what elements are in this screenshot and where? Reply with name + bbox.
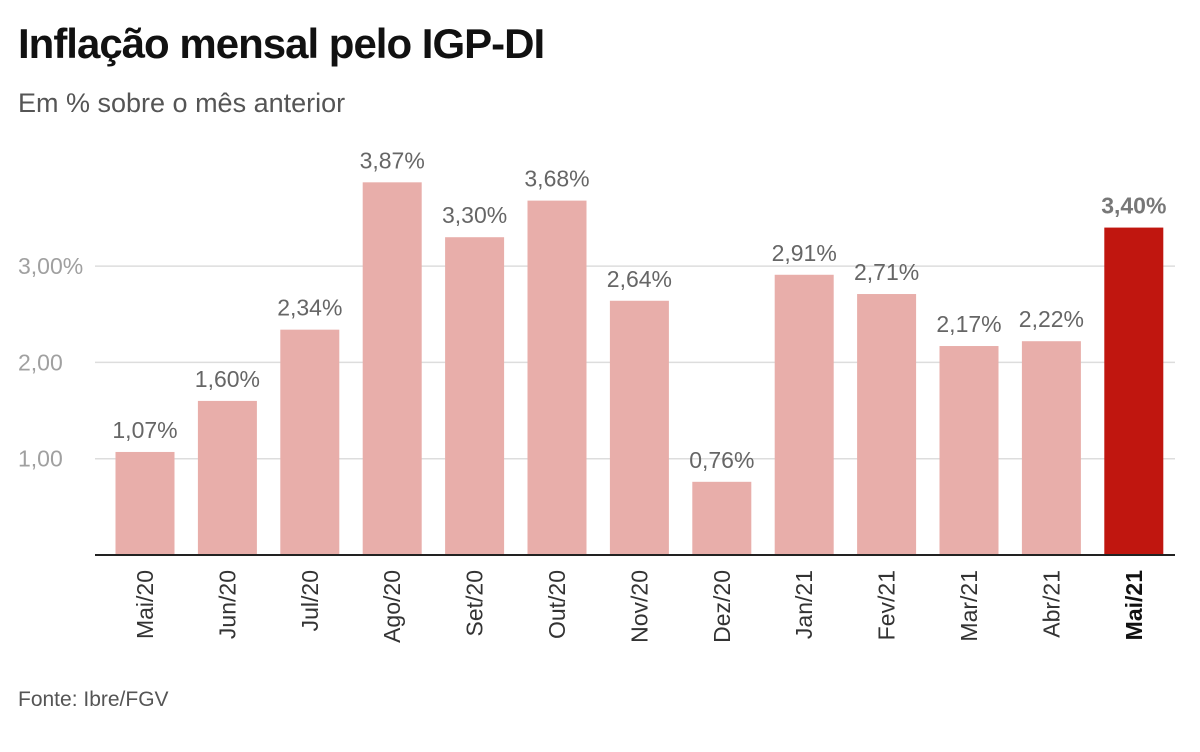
source-note: Fonte: Ibre/FGV	[18, 688, 169, 711]
data-label: 1,60%	[195, 366, 260, 392]
x-tick-label: Dez/20	[709, 570, 735, 643]
bar	[1104, 227, 1164, 555]
bar	[692, 481, 752, 555]
data-label: 2,71%	[854, 259, 919, 285]
bar	[362, 182, 422, 555]
bar	[445, 237, 505, 555]
x-tick-label: Mai/20	[132, 570, 158, 639]
x-tick-label: Mai/21	[1121, 570, 1147, 641]
data-label: 3,30%	[442, 202, 507, 228]
x-tick-label: Mar/21	[956, 570, 982, 642]
bar	[774, 274, 834, 555]
x-tick-label: Abr/21	[1038, 570, 1064, 638]
bar	[197, 400, 257, 555]
x-tick-label: Nov/20	[626, 570, 652, 643]
y-tick-label: 2,00	[18, 349, 63, 375]
chart-subtitle: Em % sobre o mês anterior	[18, 88, 346, 118]
bar	[527, 200, 587, 555]
bar	[115, 451, 175, 555]
x-tick-label: Jul/20	[297, 570, 323, 631]
data-label: 2,17%	[936, 311, 1001, 337]
data-label: 2,22%	[1019, 306, 1084, 332]
bar	[280, 329, 340, 555]
bar	[1021, 341, 1081, 555]
bar	[857, 294, 917, 555]
data-label: 2,64%	[607, 266, 672, 292]
data-label: 1,07%	[112, 417, 177, 443]
y-tick-label: 3,00%	[18, 253, 83, 279]
data-label: 2,91%	[772, 240, 837, 266]
data-label: 3,40%	[1101, 193, 1166, 219]
chart-title: Inflação mensal pelo IGP-DI	[18, 20, 545, 67]
data-label: 3,87%	[360, 147, 425, 173]
x-tick-label: Set/20	[462, 570, 488, 637]
x-tick-label: Out/20	[544, 570, 570, 639]
x-tick-label: Fev/21	[874, 570, 900, 640]
x-tick-label: Jun/20	[214, 570, 240, 639]
bar	[609, 300, 669, 555]
data-label: 2,34%	[277, 295, 342, 321]
data-label: 0,76%	[689, 447, 754, 473]
x-tick-label: Jan/21	[791, 570, 817, 639]
y-tick-label: 1,00	[18, 446, 63, 472]
bar	[939, 346, 999, 555]
data-label: 3,68%	[524, 166, 589, 192]
x-tick-label: Ago/20	[379, 570, 405, 643]
